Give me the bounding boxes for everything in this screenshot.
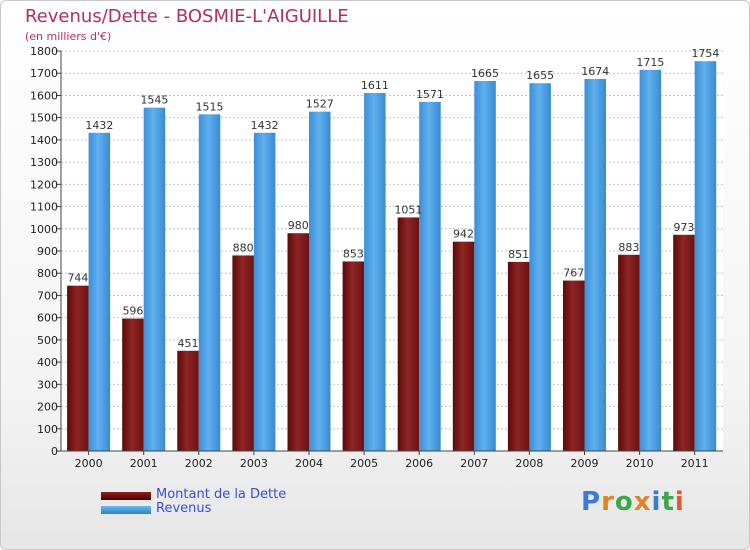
x-tick-label: 2001 bbox=[130, 457, 158, 470]
bar-dette-2004 bbox=[287, 233, 309, 451]
data-label-revenus-2003: 1432 bbox=[251, 119, 279, 132]
x-tick-label: 2000 bbox=[75, 457, 103, 470]
x-tick-label: 2005 bbox=[350, 457, 378, 470]
y-tick-label: 1800 bbox=[30, 45, 58, 58]
bar-revenus-2006 bbox=[419, 101, 441, 451]
legend-label-revenus: Revenus bbox=[156, 501, 212, 516]
bar-revenus-2009 bbox=[584, 79, 606, 451]
logo-letter: o bbox=[614, 487, 634, 517]
data-label-dette-2011: 973 bbox=[673, 221, 694, 234]
y-tick-label: 1700 bbox=[30, 67, 58, 80]
data-label-revenus-2005: 1611 bbox=[361, 79, 389, 92]
y-tick-label: 1100 bbox=[30, 201, 58, 214]
data-label-revenus-2000: 1432 bbox=[85, 119, 113, 132]
data-label-revenus-2010: 1715 bbox=[636, 56, 664, 69]
data-label-revenus-2011: 1754 bbox=[691, 47, 719, 60]
bar-dette-2005 bbox=[342, 261, 365, 451]
legend-swatch-dette bbox=[101, 492, 151, 500]
logo-letter: i bbox=[651, 487, 662, 517]
x-tick-label: 2006 bbox=[405, 457, 433, 470]
bar-revenus-2011 bbox=[694, 61, 717, 451]
bar-dette-2001 bbox=[122, 318, 144, 451]
bar-revenus-2010 bbox=[639, 69, 662, 451]
chart-subtitle: (en milliers d'€) bbox=[25, 30, 112, 43]
bar-dette-2007 bbox=[452, 241, 475, 451]
data-label-dette-2005: 853 bbox=[343, 247, 364, 260]
bar-revenus-2008 bbox=[529, 83, 551, 451]
bar-revenus-2005 bbox=[364, 93, 386, 451]
data-label-dette-2002: 451 bbox=[178, 337, 199, 350]
logo-letter: r bbox=[601, 487, 615, 517]
x-tick-label: 2009 bbox=[571, 457, 599, 470]
y-tick-label: 400 bbox=[37, 356, 58, 369]
x-tick-label: 2003 bbox=[240, 457, 268, 470]
bar-dette-2006 bbox=[397, 217, 420, 451]
x-tick-label: 2004 bbox=[295, 457, 323, 470]
bar-dette-2008 bbox=[507, 261, 530, 451]
chart-title: Revenus/Dette - BOSMIE-L'AIGUILLE bbox=[25, 6, 349, 27]
logo-letter: x bbox=[633, 487, 652, 517]
x-tick-label: 2002 bbox=[185, 457, 213, 470]
data-label-dette-2006: 1051 bbox=[394, 203, 422, 216]
logo-letter: P bbox=[581, 487, 602, 517]
bar-revenus-2002 bbox=[198, 114, 221, 451]
logo-letter: t bbox=[661, 487, 675, 517]
data-label-dette-2010: 883 bbox=[618, 241, 639, 254]
y-tick-label: 1200 bbox=[30, 178, 58, 191]
bar-revenus-2000 bbox=[88, 132, 111, 451]
legend-label-dette: Montant de la Dette bbox=[156, 487, 287, 502]
y-tick-label: 800 bbox=[37, 267, 58, 280]
bar-dette-2000 bbox=[67, 285, 89, 451]
data-label-revenus-2004: 1527 bbox=[306, 98, 334, 111]
bar-revenus-2004 bbox=[309, 111, 331, 452]
y-tick-label: 1400 bbox=[30, 134, 58, 147]
legend-swatch-revenus bbox=[101, 506, 151, 514]
data-label-revenus-2009: 1674 bbox=[581, 65, 609, 78]
bar-dette-2011 bbox=[673, 234, 695, 451]
plot-area bbox=[61, 51, 723, 451]
data-label-dette-2008: 851 bbox=[508, 248, 529, 261]
data-label-dette-2004: 980 bbox=[288, 219, 309, 232]
data-label-revenus-2001: 1545 bbox=[140, 94, 168, 107]
proxiti-logo: Proxiti bbox=[581, 487, 685, 517]
y-tick-label: 1000 bbox=[30, 223, 58, 236]
x-tick-label: 2011 bbox=[681, 457, 709, 470]
y-tick-label: 900 bbox=[37, 245, 58, 258]
data-label-dette-2007: 942 bbox=[453, 228, 474, 241]
y-tick-label: 200 bbox=[37, 401, 58, 414]
data-label-dette-2009: 767 bbox=[563, 267, 584, 280]
bar-revenus-2003 bbox=[253, 132, 276, 451]
y-tick-label: 300 bbox=[37, 378, 58, 391]
data-label-revenus-2008: 1655 bbox=[526, 69, 554, 82]
x-tick-label: 2010 bbox=[626, 457, 654, 470]
bar-revenus-2001 bbox=[143, 107, 166, 452]
data-label-revenus-2006: 1571 bbox=[416, 88, 444, 101]
bar-revenus-2007 bbox=[474, 81, 496, 451]
bar-dette-2009 bbox=[563, 280, 585, 451]
data-label-dette-2000: 744 bbox=[67, 272, 88, 285]
data-label-revenus-2002: 1515 bbox=[196, 100, 224, 113]
y-tick-label: 0 bbox=[51, 445, 58, 458]
x-tick-label: 2007 bbox=[460, 457, 488, 470]
bar-dette-2003 bbox=[232, 255, 254, 451]
data-label-dette-2001: 596 bbox=[122, 305, 143, 318]
y-tick-label: 1600 bbox=[30, 89, 58, 102]
y-tick-label: 1300 bbox=[30, 156, 58, 169]
y-tick-label: 1500 bbox=[30, 112, 58, 125]
y-tick-label: 100 bbox=[37, 423, 58, 436]
y-tick-label: 700 bbox=[37, 289, 58, 302]
data-label-dette-2003: 880 bbox=[233, 241, 254, 254]
logo-letter: i bbox=[674, 487, 685, 517]
y-tick-label: 500 bbox=[37, 334, 58, 347]
y-tick-label: 600 bbox=[37, 312, 58, 325]
bar-dette-2010 bbox=[618, 254, 640, 451]
bar-dette-2002 bbox=[177, 350, 199, 451]
x-tick-label: 2008 bbox=[515, 457, 543, 470]
data-label-revenus-2007: 1665 bbox=[471, 67, 499, 80]
